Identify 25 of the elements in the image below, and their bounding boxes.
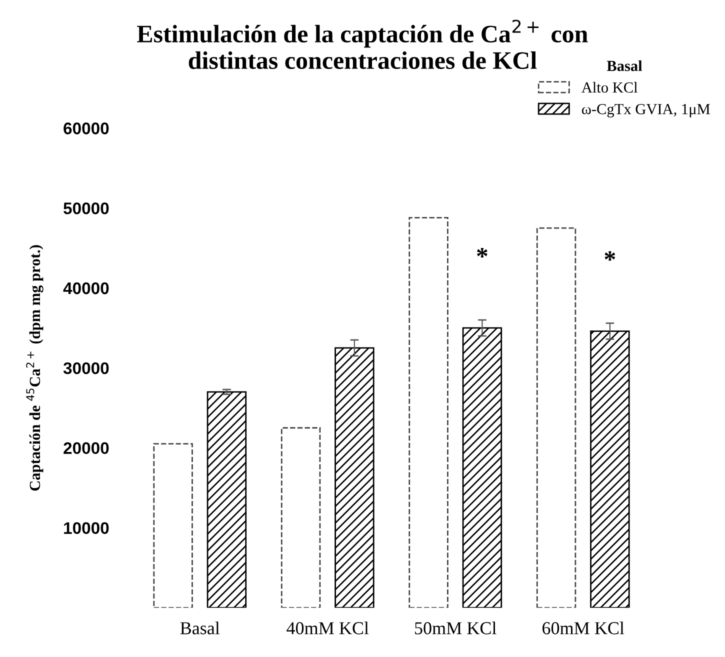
y-tick-label: 60000 [64,122,109,134]
legend-label: ω-CgTx GVIA, 1μM [582,104,710,118]
y-axis-title: Captación de $^{45}$Ca$^{2+}$ (dpm mg prot.) [26,245,44,491]
y-tick-label: 10000 [64,522,109,534]
x-tick-label: 50mM KCl [415,622,496,634]
bar [334,347,374,608]
bar [590,330,630,608]
bar [206,391,247,608]
annotation: * [604,251,616,261]
x-tick-label: Basal [180,622,220,634]
y-tick-label: 40000 [63,282,109,294]
y-tick-label: 30000 [63,362,109,374]
bar [153,443,193,608]
y-tick-label: 20000 [64,442,109,454]
legend-title: Basal [606,60,642,72]
x-tick-label: 40mM KCl [286,622,369,634]
legend-label: Alto KCl [582,82,638,93]
bar [536,227,576,608]
bar [280,427,321,608]
bar [408,216,448,608]
annotation: * [476,248,488,258]
y-tick-label: 50000 [64,202,109,214]
chart-title: Estimulación de la captación de Ca$^{2+}$ con distintas concentraciones de KCl [137,20,588,70]
x-tick-label: 60mM KCl [542,622,624,634]
bar [462,327,502,608]
